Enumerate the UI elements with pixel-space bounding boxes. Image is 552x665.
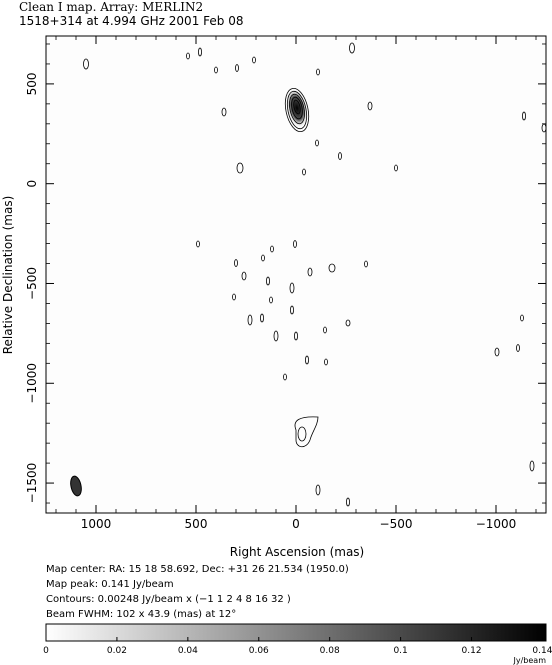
noise-contour [520, 314, 524, 322]
noise-contour [214, 66, 218, 74]
noise-contour [266, 276, 270, 286]
noise-contour [328, 263, 336, 273]
noise-contour [338, 152, 342, 160]
noise-contour [516, 344, 520, 352]
core-contour [284, 87, 310, 133]
noise-contour [364, 260, 368, 268]
noise-contour [83, 58, 89, 70]
colorbar-tick-label: 0 [43, 646, 49, 656]
x-axis-label: Right Ascension (mas) [230, 545, 364, 559]
contour-layer [83, 42, 547, 507]
colorbar [45, 623, 547, 642]
core-contour [289, 93, 305, 125]
noise-contour [283, 373, 287, 381]
colorbar-unit: Jy/beam [513, 656, 547, 665]
noise-contour [294, 331, 298, 341]
noise-contour [315, 484, 321, 496]
noise-contour [345, 319, 351, 327]
noise-contour [307, 267, 313, 277]
colorbar-tick-label: 0.02 [107, 646, 127, 656]
x-tick-label: 1000 [81, 517, 112, 531]
beam-fwhm-text: Beam FWHM: 102 x 43.9 (mas) at 12° [46, 609, 237, 620]
noise-contour [290, 305, 294, 315]
noise-contour [260, 313, 264, 323]
core-contour [293, 99, 301, 115]
noise-contour [270, 245, 274, 253]
map-center-text: Map center: RA: 15 18 58.692, Dec: +31 2… [46, 564, 349, 575]
noise-contour [394, 164, 398, 172]
noise-contour [269, 296, 273, 304]
noise-contour [289, 282, 295, 294]
noise-contour [315, 139, 319, 147]
noise-contour [367, 101, 373, 111]
noise-contour [234, 259, 238, 267]
noise-contour [252, 56, 256, 64]
core-contour [286, 90, 308, 130]
colorbar-tick-label: 0.1 [393, 646, 407, 656]
noise-contour [346, 497, 350, 507]
noise-contour [198, 47, 202, 57]
noise-contour [241, 271, 247, 281]
contours-text: Contours: 0.00248 Jy/beam x (−1 1 2 4 8 … [46, 594, 291, 605]
south-component-contour [297, 426, 307, 442]
colorbar-tick-label: 0.04 [178, 646, 198, 656]
y-tick-label: −500 [25, 267, 39, 300]
noise-contour [305, 355, 309, 365]
noise-contour [316, 68, 320, 76]
noise-contour [349, 42, 355, 54]
y-tick-label: −1000 [25, 363, 39, 404]
map-title: Clean I map. Array: MERLIN2 [19, 0, 204, 14]
beam-ellipse [70, 475, 82, 497]
colorbar-ticks: 0 0.02 0.04 0.06 0.08 0.1 0.12 0.14 [43, 637, 552, 656]
noise-contour [323, 326, 327, 334]
y-tick-label: −1500 [25, 463, 39, 504]
colorbar-tick-label: 0.12 [462, 646, 482, 656]
core-contour [291, 96, 303, 120]
source-line: 1518+314 at 4.994 GHz 2001 Feb 08 [19, 14, 244, 28]
y-tick-label: 0 [25, 180, 39, 188]
noise-contour [221, 107, 227, 117]
noise-contour [494, 347, 500, 357]
noise-contour [302, 168, 306, 176]
noise-contour [236, 162, 244, 174]
colorbar-tick-label: 0.06 [249, 646, 269, 656]
noise-contour [232, 293, 236, 301]
noise-contour [261, 254, 265, 262]
noise-contour [522, 111, 526, 121]
colorbar-tick-label: 0.08 [320, 646, 340, 656]
x-tick-label: 500 [185, 517, 208, 531]
colorbar-tick-label: 0.14 [532, 646, 552, 656]
x-tick-label: −1000 [476, 517, 517, 531]
x-tick-label: 0 [292, 517, 300, 531]
noise-contour [186, 52, 190, 60]
noise-contour [529, 460, 535, 472]
noise-contour [324, 358, 328, 366]
y-axis-label: Relative Declination (mas) [1, 196, 15, 355]
noise-contour [247, 314, 253, 326]
map-peak-text: Map peak: 0.141 Jy/beam [46, 579, 174, 590]
noise-contour [273, 330, 279, 342]
y-tick-label: 500 [25, 72, 39, 95]
south-component-contour [294, 416, 319, 448]
noise-contour [293, 240, 297, 248]
noise-contour [235, 64, 239, 72]
noise-contour [196, 240, 200, 248]
x-tick-label: −500 [380, 517, 413, 531]
axes: 1000 500 0 −500 −1000 500 0 −500 −1000 −1500 [25, 36, 546, 531]
